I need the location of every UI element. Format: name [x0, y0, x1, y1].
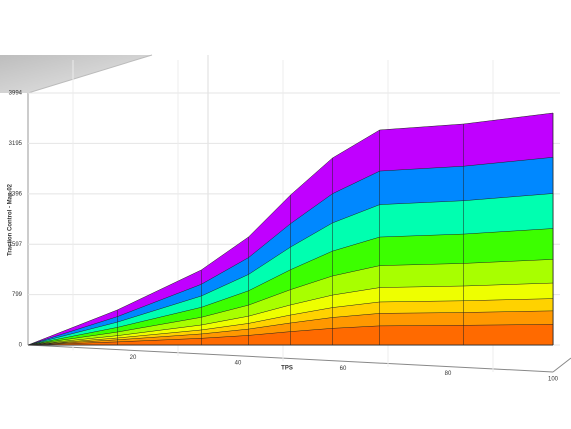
y-tick-label: 3195 [9, 141, 23, 147]
y-tick-label: 2396 [9, 191, 23, 197]
x-tick-label: 100 [548, 377, 559, 383]
x-tick-label: 20 [130, 355, 137, 361]
x-tick-label: 60 [340, 366, 347, 372]
x-axis [27, 344, 554, 373]
x-tick-label: 80 [445, 371, 452, 377]
y-axis-label: Traction Control - Map 02 [8, 183, 14, 256]
wall-edge [27, 54, 153, 94]
top-wall [0, 55, 152, 93]
y-tick-label: 799 [12, 292, 23, 298]
y-tick-label: 0 [19, 343, 23, 349]
x-axis-label: TPS [281, 366, 293, 372]
x-axis [552, 357, 571, 373]
y-tick-label: 1597 [9, 242, 23, 248]
y-tick-label: 3994 [9, 91, 23, 97]
x-tick-label: 40 [235, 360, 242, 366]
